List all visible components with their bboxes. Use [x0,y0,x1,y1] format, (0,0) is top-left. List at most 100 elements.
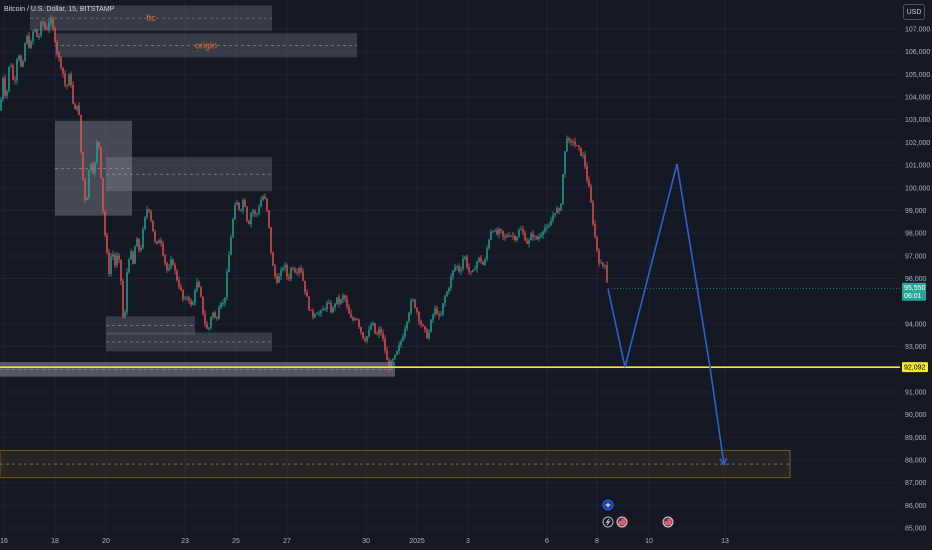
candle-body [548,225,550,228]
candle-body [350,313,352,318]
candle-body [106,235,108,253]
candle-body [206,323,208,329]
candle-body [308,296,310,310]
plus-icon[interactable] [602,499,614,511]
candle-body [222,303,224,304]
symbol-title[interactable]: Bitcoin / U.S. Dollar, 15, BITSTAMP [4,6,115,13]
candle-body [518,229,520,237]
candle-body [260,199,262,207]
candle-body [368,329,370,337]
candle-body [138,238,140,251]
price-tick-label: 107,000 [905,27,930,34]
candle-body [296,272,298,274]
candle-body [242,200,244,210]
candle-body [54,28,56,43]
candle-body [478,257,480,262]
candle-body [52,18,54,29]
candle-body [74,103,76,110]
candle-body [148,209,150,212]
candle-body [316,313,318,315]
time-tick-label: 23 [181,538,189,545]
candle-body [554,212,556,216]
candle-body [8,66,10,91]
candle-body [132,251,134,264]
candle-body [398,345,400,352]
candle-body [310,309,312,311]
candle-body [510,235,512,237]
candle-body [256,213,258,215]
candle-body [432,314,434,320]
candle-body [270,227,272,253]
event-markers[interactable] [602,499,674,528]
candle-body [168,267,170,271]
candle-body [112,254,114,257]
candle-body [490,231,492,240]
candle-body [36,29,38,38]
candle-body [604,264,606,266]
candle-body [492,231,494,233]
time-axis[interactable]: 16 18 20 23 25 27 30 2025 3 6 8 10 13 [0,538,729,545]
candle-body [108,252,110,274]
candle-body [66,84,68,86]
price-axis[interactable]: 107,000 106,000 105,000 104,000 103,000 102,0… [905,27,930,533]
candle-body [304,280,306,293]
candle-body [536,236,538,240]
candle-body [174,265,176,271]
candle-body [402,336,404,342]
lightning-icon[interactable] [602,516,614,528]
candle-body [198,282,200,288]
candle-body [80,114,82,153]
time-tick-label: 27 [283,538,291,545]
candle-body [240,209,242,211]
flag-us-icon[interactable] [616,516,628,528]
candle-body [70,74,72,85]
candle-body [212,312,214,318]
candle-body [514,235,516,241]
candle-body [584,154,586,166]
candle-body [48,22,50,30]
candle-body [172,259,174,266]
price-tick-label: 87,000 [905,480,927,487]
candle-body [268,210,270,228]
candle-body [476,261,478,269]
currency-button[interactable]: USD [903,4,925,20]
candle-body [392,359,394,361]
flag-us-icon[interactable] [662,516,674,528]
candle-body [244,200,246,207]
candle-body [298,268,300,273]
candle-body [218,307,220,319]
candle-body [442,303,444,315]
candle-body [444,296,446,304]
candle-body [164,255,166,263]
candle-body [410,300,412,314]
candle-body [516,236,518,241]
candle-body [252,210,254,214]
candle-body [508,235,510,237]
candle-body [466,256,468,268]
candle-body [344,295,346,299]
candle-body [312,310,314,317]
candle-body [284,264,286,268]
candle-body [324,308,326,310]
time-tick-label: 20 [102,538,110,545]
key-level [0,288,900,368]
candle-body [560,203,562,211]
candle-body [196,282,198,291]
candle-body [360,326,362,333]
candle-body [192,302,194,305]
candle-body [14,79,16,81]
candle-body [140,247,142,251]
candle-body [302,271,304,281]
candle-body [294,269,296,273]
candle-body [596,236,598,251]
candle-body [102,178,104,212]
candle-body [288,276,290,279]
candle-body [342,295,344,300]
price-tick-label: 99,000 [905,208,927,215]
candle-body [84,179,86,201]
price-tick-label: 91,000 [905,389,927,396]
candle-body [126,272,128,313]
candle-body [144,217,146,230]
zone-label: ftc [146,13,156,23]
